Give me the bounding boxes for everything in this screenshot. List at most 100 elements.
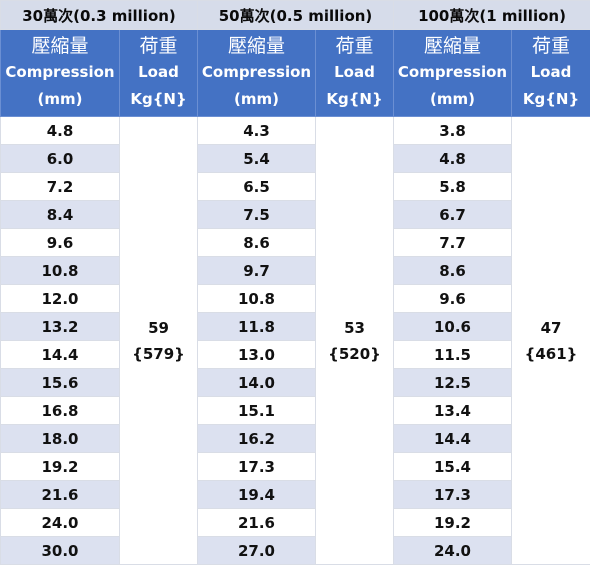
load-column-header: 荷重 Load Kg{N} xyxy=(511,29,590,117)
load-label-zh: 荷重 xyxy=(531,35,570,57)
compression-value: 21.6 xyxy=(0,480,120,509)
compression-value: 19.2 xyxy=(0,452,120,481)
load-kg: 53 xyxy=(344,318,365,337)
compression-value: 3.8 xyxy=(393,116,512,145)
group-header-1-million: 100萬次(1 million) xyxy=(393,0,590,30)
compression-value: 14.4 xyxy=(0,340,120,369)
compression-value: 6.5 xyxy=(197,172,316,201)
table-row: 24.0 21.6 19.2 xyxy=(0,508,590,537)
compression-value: 4.8 xyxy=(393,144,512,173)
table-row: 18.0 16.2 14.4 xyxy=(0,424,590,453)
load-value-cell: 59 {579} xyxy=(119,116,198,565)
compression-value: 14.0 xyxy=(197,368,316,397)
compression-value: 8.6 xyxy=(393,256,512,285)
compression-value: 12.5 xyxy=(393,368,512,397)
compression-value: 24.0 xyxy=(0,508,120,537)
compression-value: 8.6 xyxy=(197,228,316,257)
compression-label-en: Compression xyxy=(397,63,508,81)
load-kg: 59 xyxy=(148,318,169,337)
compression-unit: (mm) xyxy=(37,90,83,108)
compression-column-header: 壓縮量 Compression (mm) xyxy=(197,29,316,117)
compression-value: 8.4 xyxy=(0,200,120,229)
table-row: 10.8 9.7 8.6 xyxy=(0,256,590,285)
load-kg: 47 xyxy=(540,318,562,337)
compression-value: 6.0 xyxy=(0,144,120,173)
compression-value: 17.3 xyxy=(197,452,316,481)
compression-value: 17.3 xyxy=(393,480,512,509)
table-row: 4.8 59 {579} 4.3 53 {520} 3.8 47 {461} xyxy=(0,116,590,565)
table-row: 8.4 7.5 6.7 xyxy=(0,200,590,229)
compression-value: 10.8 xyxy=(0,256,120,285)
load-label-en: Load xyxy=(530,63,572,81)
table-row: 13.2 11.8 10.6 xyxy=(0,312,590,341)
compression-value: 24.0 xyxy=(393,536,512,565)
compression-value: 13.2 xyxy=(0,312,120,341)
compression-value: 15.1 xyxy=(197,396,316,425)
compression-column-header: 壓縮量 Compression (mm) xyxy=(393,29,512,117)
group-header-0.5-million: 50萬次(0.5 million) xyxy=(197,0,394,30)
compression-value: 4.8 xyxy=(0,116,120,145)
load-newton: {579} xyxy=(132,344,185,363)
compression-value: 15.4 xyxy=(393,452,512,481)
table-row: 15.6 14.0 12.5 xyxy=(0,368,590,397)
compression-value: 30.0 xyxy=(0,536,120,565)
compression-unit: (mm) xyxy=(234,90,279,108)
compression-value: 18.0 xyxy=(0,424,120,453)
load-column-header: 荷重 Load Kg{N} xyxy=(315,29,394,117)
table-row: 6.0 5.4 4.8 xyxy=(0,144,590,173)
load-unit: Kg{N} xyxy=(522,90,580,108)
load-unit: Kg{N} xyxy=(326,90,383,108)
compression-label-zh: 壓縮量 xyxy=(423,35,481,57)
compression-value: 19.4 xyxy=(197,480,316,509)
compression-value: 13.0 xyxy=(197,340,316,369)
load-unit: Kg{N} xyxy=(130,90,187,108)
compression-unit: (mm) xyxy=(430,90,475,108)
compression-value: 10.8 xyxy=(197,284,316,313)
load-newton: {520} xyxy=(328,344,381,363)
table-row: 16.8 15.1 13.4 xyxy=(0,396,590,425)
compression-value: 14.4 xyxy=(393,424,512,453)
load-label-en: Load xyxy=(138,63,179,81)
table-row: 9.6 8.6 7.7 xyxy=(0,228,590,257)
load-column-header: 荷重 Load Kg{N} xyxy=(119,29,198,117)
table-row: 30.0 27.0 24.0 xyxy=(0,536,590,565)
compression-value: 15.6 xyxy=(0,368,120,397)
load-label-zh: 荷重 xyxy=(139,35,178,57)
load-label-zh: 荷重 xyxy=(335,35,374,57)
compression-value: 11.8 xyxy=(197,312,316,341)
compression-value: 11.5 xyxy=(393,340,512,369)
compression-value: 27.0 xyxy=(197,536,316,565)
table-row: 14.4 13.0 11.5 xyxy=(0,340,590,369)
load-value-cell: 47 {461} xyxy=(511,116,590,565)
compression-value: 7.5 xyxy=(197,200,316,229)
compression-column-header: 壓縮量 Compression (mm) xyxy=(0,29,120,117)
compression-value: 21.6 xyxy=(197,508,316,537)
compression-value: 12.0 xyxy=(0,284,120,313)
load-newton: {461} xyxy=(524,344,578,363)
compression-label-zh: 壓縮量 xyxy=(31,35,89,57)
compression-value: 9.6 xyxy=(393,284,512,313)
table-row: 7.2 6.5 5.8 xyxy=(0,172,590,201)
compression-label-zh: 壓縮量 xyxy=(227,35,285,57)
compression-label-en: Compression xyxy=(5,63,115,81)
compression-value: 5.8 xyxy=(393,172,512,201)
load-value-cell: 53 {520} xyxy=(315,116,394,565)
compression-value: 19.2 xyxy=(393,508,512,537)
compression-value: 9.7 xyxy=(197,256,316,285)
table-row: 19.2 17.3 15.4 xyxy=(0,452,590,481)
load-label-en: Load xyxy=(334,63,375,81)
table-row: 12.0 10.8 9.6 xyxy=(0,284,590,313)
group-header-0.3-million: 30萬次(0.3 million) xyxy=(0,0,198,30)
compression-value: 16.8 xyxy=(0,396,120,425)
compression-value: 6.7 xyxy=(393,200,512,229)
compression-value: 7.7 xyxy=(393,228,512,257)
compression-label-en: Compression xyxy=(201,63,312,81)
compression-value: 4.3 xyxy=(197,116,316,145)
compression-value: 7.2 xyxy=(0,172,120,201)
compression-value: 9.6 xyxy=(0,228,120,257)
table-row: 21.6 19.4 17.3 xyxy=(0,480,590,509)
compression-value: 16.2 xyxy=(197,424,316,453)
compression-value: 13.4 xyxy=(393,396,512,425)
compression-value: 10.6 xyxy=(393,312,512,341)
